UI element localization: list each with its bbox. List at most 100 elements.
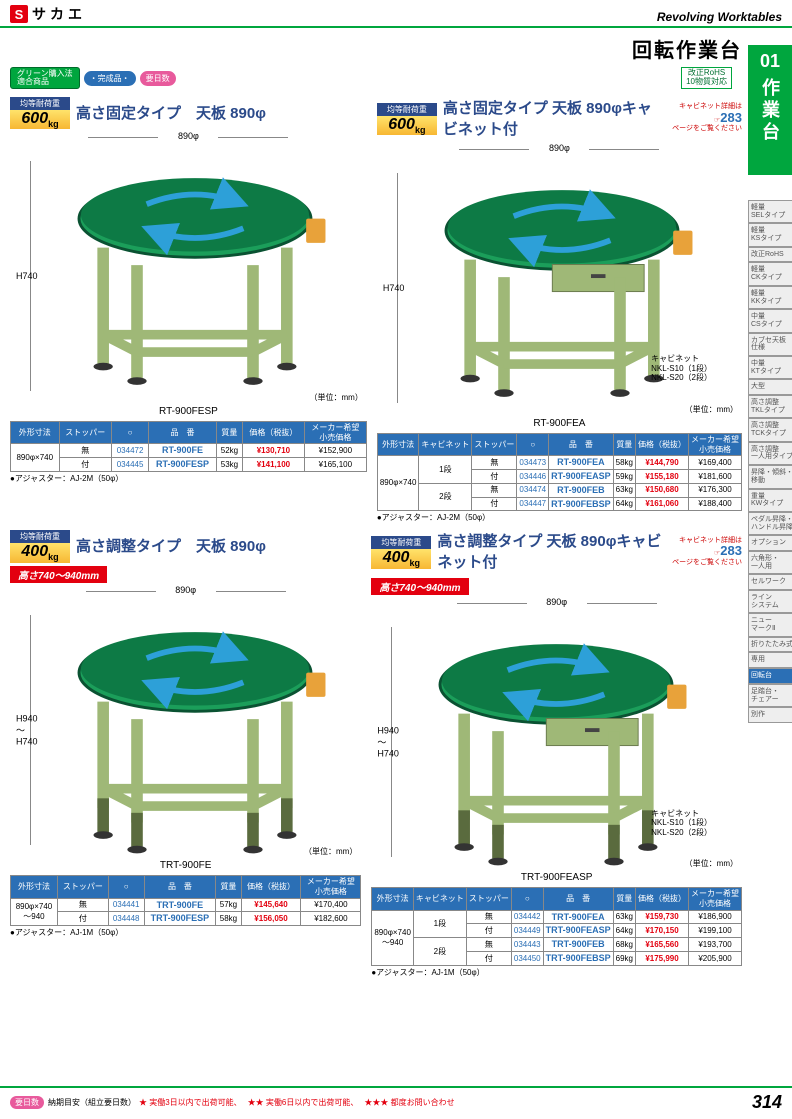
spec-cell: ¥145,640 <box>241 898 301 912</box>
side-nav-item[interactable]: 軽量 KSタイプ <box>748 223 792 246</box>
spec-cell: ¥130,710 <box>242 444 304 458</box>
side-nav-item[interactable]: 中量 KTタイプ <box>748 356 792 379</box>
spec-header: 価格（税抜） <box>242 422 304 444</box>
unit-note: （単位：mm） <box>685 404 738 415</box>
side-nav-item[interactable]: 回転台 <box>748 668 792 684</box>
side-nav-item[interactable]: 軽量 KKタイプ <box>748 286 792 309</box>
spec-cell: 無 <box>57 898 108 912</box>
spec-cell: 034446 <box>517 469 549 483</box>
side-nav-item[interactable]: 中量 CSタイプ <box>748 309 792 332</box>
spec-header: ストッパー <box>472 434 517 456</box>
spec-header: 価格（税抜） <box>636 888 689 910</box>
side-nav-item[interactable]: 重量 KWタイプ <box>748 489 792 512</box>
spec-header: ○ <box>511 888 543 910</box>
chapter-tab: 01 作業台 <box>748 45 792 175</box>
side-nav-item[interactable]: 六角形・ 一人用 <box>748 551 792 574</box>
spec-cell: 034474 <box>517 483 549 497</box>
spec-cell: ¥170,150 <box>636 924 689 938</box>
content-grid: 均等耐荷重 600kg 高さ固定タイプ 天板 890φ 890φ H740 （単… <box>0 91 792 979</box>
spec-cell: TRT-900FEA <box>543 910 613 924</box>
spec-cell: 890φ×740 <box>11 444 60 472</box>
side-nav-item[interactable]: 改正RoHS <box>748 247 792 263</box>
side-nav-item[interactable]: セルワーク <box>748 574 792 590</box>
spec-cell: 付 <box>466 924 511 938</box>
spec-cell: TRT-900FEBSP <box>543 951 613 965</box>
spec-cell: 034450 <box>511 951 543 965</box>
adjuster-note: ●アジャスター：AJ-2M（50φ） <box>377 511 742 524</box>
dim-width: 890φ <box>86 585 286 595</box>
spec-header: 品 番 <box>543 888 613 910</box>
section-title: 高さ調整タイプ 天板 890φキャビネット付 <box>437 530 666 572</box>
dim-width: 890φ <box>457 597 657 607</box>
spec-cell: ¥169,400 <box>689 456 742 470</box>
spec-cell: 付 <box>59 457 112 471</box>
spec-cell: RT-900FEB <box>549 483 614 497</box>
spec-header: 外形寸法 <box>372 888 414 910</box>
side-nav-item[interactable]: 高さ調整 TCKタイプ <box>748 418 792 441</box>
footer-star2: ★★ 実働6日以内で出荷可能、 <box>248 1097 359 1108</box>
spec-header: メーカー希望 小売価格 <box>689 888 742 910</box>
cabinet-ref: キャビネット詳細は☞283ページをご覧ください <box>672 537 742 567</box>
spec-cell: 890φ×740 ～940 <box>11 898 58 926</box>
spec-cell: ¥144,790 <box>636 456 689 470</box>
spec-header: 質量 <box>613 888 635 910</box>
spec-header: キャビネット <box>413 888 466 910</box>
spec-header: メーカー希望 小売価格 <box>301 876 361 898</box>
spec-cell: ¥193,700 <box>689 938 742 952</box>
spec-cell: RT-900FE <box>149 444 217 458</box>
cabinet-note: キャビネット NKL-S10（1段） NKL-S20（2段） <box>651 354 712 383</box>
spec-cell: RT-900FESP <box>149 457 217 471</box>
side-nav-item[interactable]: 昇降・傾斜・ 移動 <box>748 465 792 488</box>
dim-height: H740 <box>383 283 405 293</box>
side-nav-item[interactable]: カブセ天板 仕様 <box>748 333 792 356</box>
footer-star3: ★★★ 都度お問い合わせ <box>364 1097 454 1108</box>
logo-text: サカエ <box>32 4 86 24</box>
spec-header: メーカー希望 小売価格 <box>304 422 366 444</box>
page-header: S サカエ Revolving Worktables <box>0 0 792 28</box>
spec-cell: 無 <box>466 910 511 924</box>
adjuster-note: ●アジャスター：AJ-1M（50φ） <box>371 966 742 979</box>
spec-table: 外形寸法ストッパー○品 番質量価格（税抜）メーカー希望 小売価格890φ×740… <box>10 875 361 926</box>
side-nav-item[interactable]: 高さ調整 TKLタイプ <box>748 395 792 418</box>
side-nav-item[interactable]: 大型 <box>748 379 792 395</box>
spec-header: 品 番 <box>149 422 217 444</box>
dim-width: 890φ <box>459 143 659 153</box>
adjuster-note: ●アジャスター：AJ-2M（50φ） <box>10 472 367 485</box>
side-nav-item[interactable]: 別作 <box>748 707 792 723</box>
spec-cell: 1段 <box>419 456 472 484</box>
footer-star1: ★ 実働3日以内で出荷可能、 <box>139 1097 242 1108</box>
side-nav-item[interactable]: 専用 <box>748 652 792 668</box>
dim-height: H940 ～ H740 <box>377 726 399 759</box>
side-nav-item[interactable]: ライン システム <box>748 590 792 613</box>
dim-height: H940 ～ H740 <box>16 714 38 747</box>
spec-cell: ¥175,990 <box>636 951 689 965</box>
side-nav-item[interactable]: ニュー マークⅡ <box>748 613 792 636</box>
spec-header: 外形寸法 <box>11 876 58 898</box>
spec-header: 価格（税抜） <box>636 434 689 456</box>
spec-cell: 034442 <box>511 910 543 924</box>
side-nav-item[interactable]: 軽量 CKタイプ <box>748 262 792 285</box>
spec-cell: ¥155,180 <box>636 469 689 483</box>
side-nav-item[interactable]: ペダル昇降・ ハンドル昇降 <box>748 512 792 535</box>
badge-complete: ・完成品・ <box>84 71 136 86</box>
side-nav-item[interactable]: オプション <box>748 535 792 551</box>
spec-cell: ¥170,400 <box>301 898 361 912</box>
logo: S サカエ <box>10 4 86 24</box>
spec-header: 外形寸法 <box>377 434 419 456</box>
load-badge: 均等耐荷重 400kg <box>10 530 70 560</box>
side-nav: 軽量 SELタイプ軽量 KSタイプ改正RoHS軽量 CKタイプ軽量 KKタイプ中… <box>748 200 792 723</box>
spec-cell: TRT-900FE <box>144 898 216 912</box>
spec-header: ○ <box>517 434 549 456</box>
spec-cell: 890φ×740 ～940 <box>372 910 414 965</box>
spec-cell: 034445 <box>112 457 149 471</box>
spec-cell: 58kg <box>216 912 241 926</box>
product-section: 均等耐荷重 400kg 高さ調整タイプ 天板 890φキャビネット付 キャビネッ… <box>371 524 742 978</box>
spec-cell: 034449 <box>511 924 543 938</box>
side-nav-item[interactable]: 軽量 SELタイプ <box>748 200 792 223</box>
cabinet-note: キャビネット NKL-S10（1段） NKL-S20（2段） <box>651 809 712 838</box>
side-nav-item[interactable]: 折りたたみ式 <box>748 637 792 653</box>
side-nav-item[interactable]: 高さ調整 一人用タイプ <box>748 442 792 465</box>
side-nav-item[interactable]: 足踏台・ チェアー <box>748 684 792 707</box>
product-illustration <box>50 605 340 856</box>
footer-text1: 納期目安（組立要日数） <box>48 1097 136 1108</box>
